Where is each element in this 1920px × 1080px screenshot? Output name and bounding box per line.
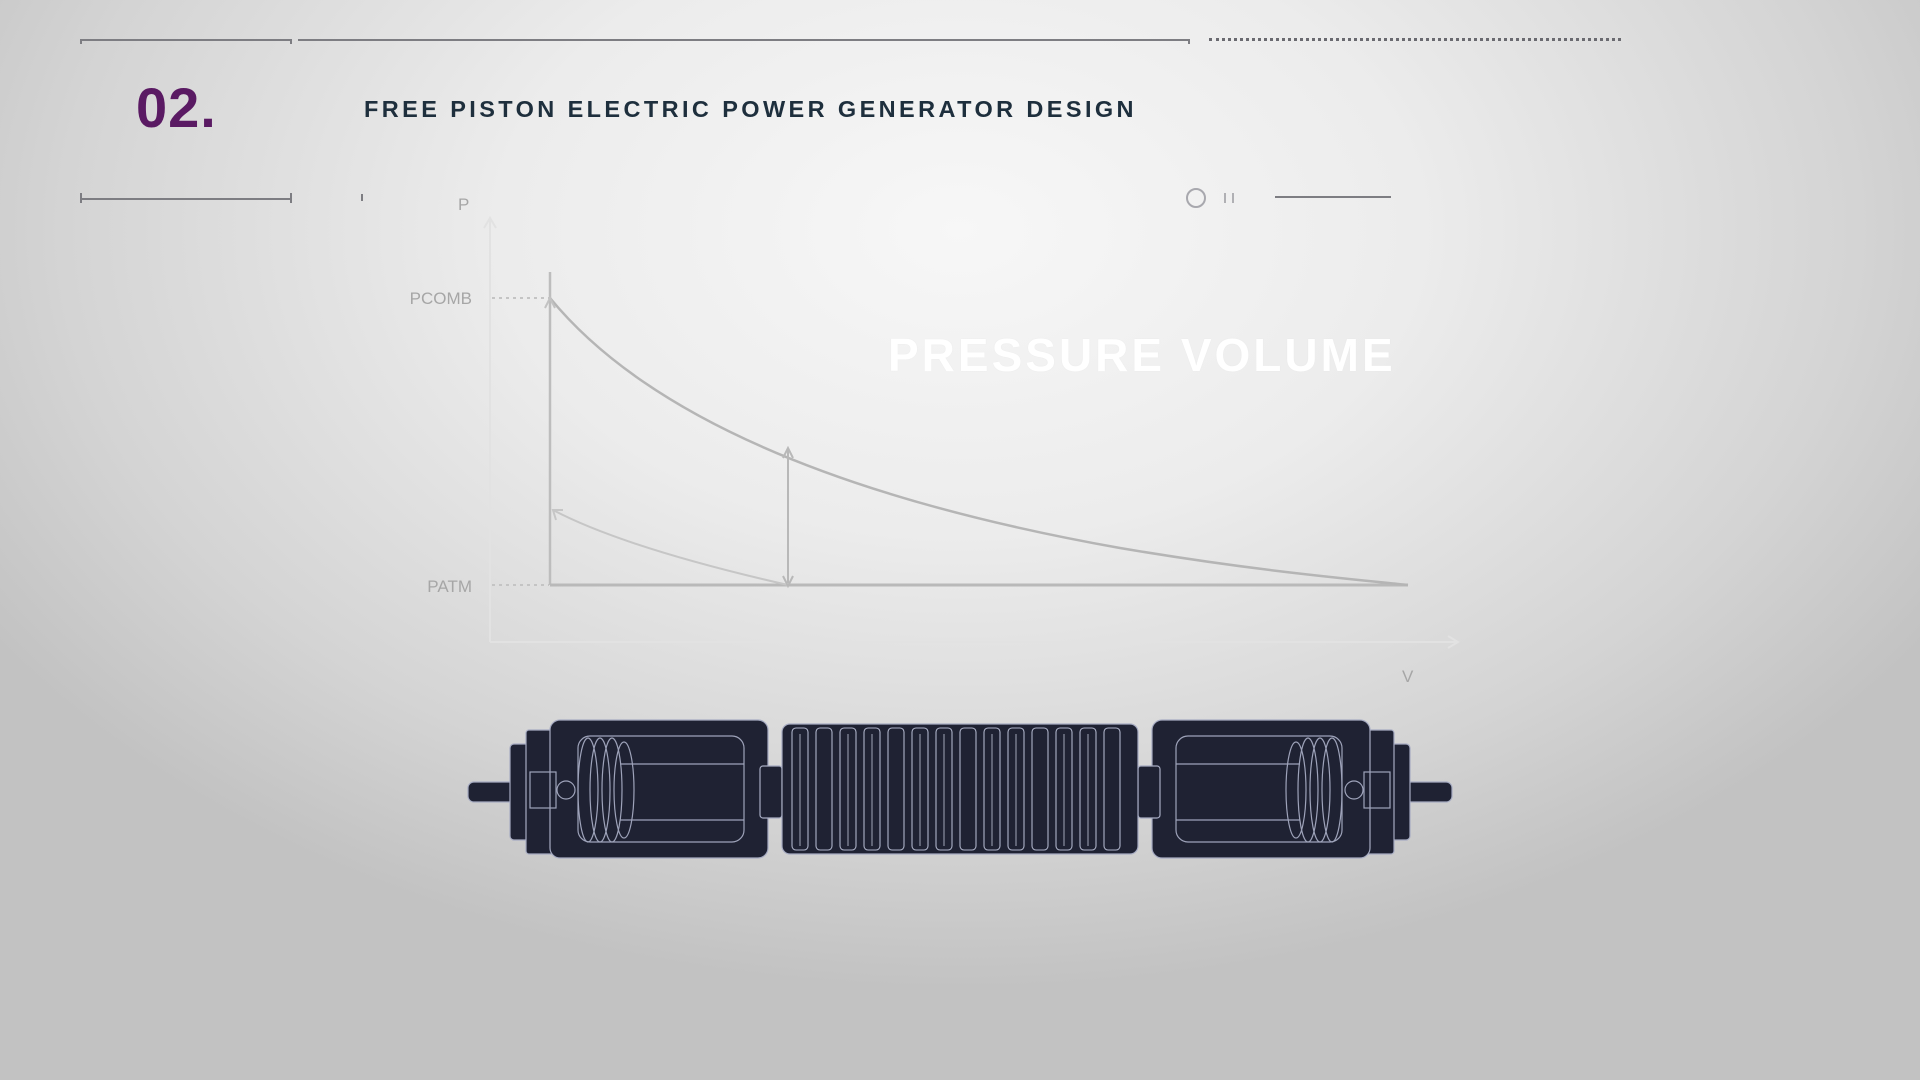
header-bottom-tick-small — [361, 194, 363, 201]
header-bottom-tick-left — [80, 193, 82, 203]
right-piston-ring-4 — [1285, 741, 1307, 839]
left-valve — [556, 780, 576, 800]
header-bottom-tick-right — [290, 193, 292, 203]
coil-slice — [815, 727, 833, 851]
header-top-tick-main-end — [1188, 39, 1190, 44]
left-piston-ring-4 — [613, 741, 635, 839]
y-axis-label: P — [458, 195, 469, 214]
header-top-tick-right — [290, 39, 292, 44]
right-cylinder — [1151, 719, 1371, 859]
x-axis-label: V — [1402, 667, 1414, 686]
right-coupling — [1137, 765, 1161, 819]
coil-slice — [1031, 727, 1049, 851]
pcomb-label: PCOMB — [410, 289, 472, 308]
pcomb-arrowhead — [544, 295, 556, 309]
patm-label: PATM — [427, 577, 472, 596]
expansion-curve — [549, 297, 1409, 587]
left-cylinder — [549, 719, 769, 859]
header-top-tick-left — [80, 39, 82, 44]
right-injector — [1363, 771, 1391, 809]
compression-curve — [552, 509, 789, 586]
compression-arrowhead — [551, 509, 563, 521]
coil-slice — [887, 727, 905, 851]
page-title: FREE PISTON ELECTRIC POWER GENERATOR DES… — [364, 96, 1137, 122]
transfer-arrowhead-top — [782, 445, 794, 459]
left-coupling — [759, 765, 783, 819]
pressure-volume-title: PRESSURE VOLUME — [888, 329, 1396, 381]
x-axis-arrowhead — [1447, 635, 1460, 649]
coil-slice — [1103, 727, 1121, 851]
left-piston-ring-2 — [589, 737, 611, 843]
left-piston-ring-3 — [601, 737, 623, 843]
right-valve — [1344, 780, 1364, 800]
pressure-volume-diagram: P V PCOMB PATM — [410, 195, 1460, 686]
header-bottom-line-right — [1275, 196, 1391, 198]
pause-marks-icon — [1224, 193, 1234, 203]
right-shaft — [1403, 781, 1453, 803]
transfer-arrowhead-bottom — [782, 575, 794, 589]
header-top-line-left — [80, 39, 292, 41]
left-piston-ring-1 — [577, 737, 599, 843]
left-shaft — [467, 781, 517, 803]
right-piston — [1175, 735, 1343, 843]
section-number: 02. — [136, 76, 217, 139]
header-bottom-line-left — [80, 198, 292, 200]
indicator-circle-icon — [1186, 188, 1206, 208]
header-top-line-main — [298, 39, 1190, 41]
coil-slice — [959, 727, 977, 851]
header-top-dotted-line — [1209, 38, 1621, 41]
y-axis-arrowhead — [483, 216, 497, 229]
left-injector — [529, 771, 557, 809]
